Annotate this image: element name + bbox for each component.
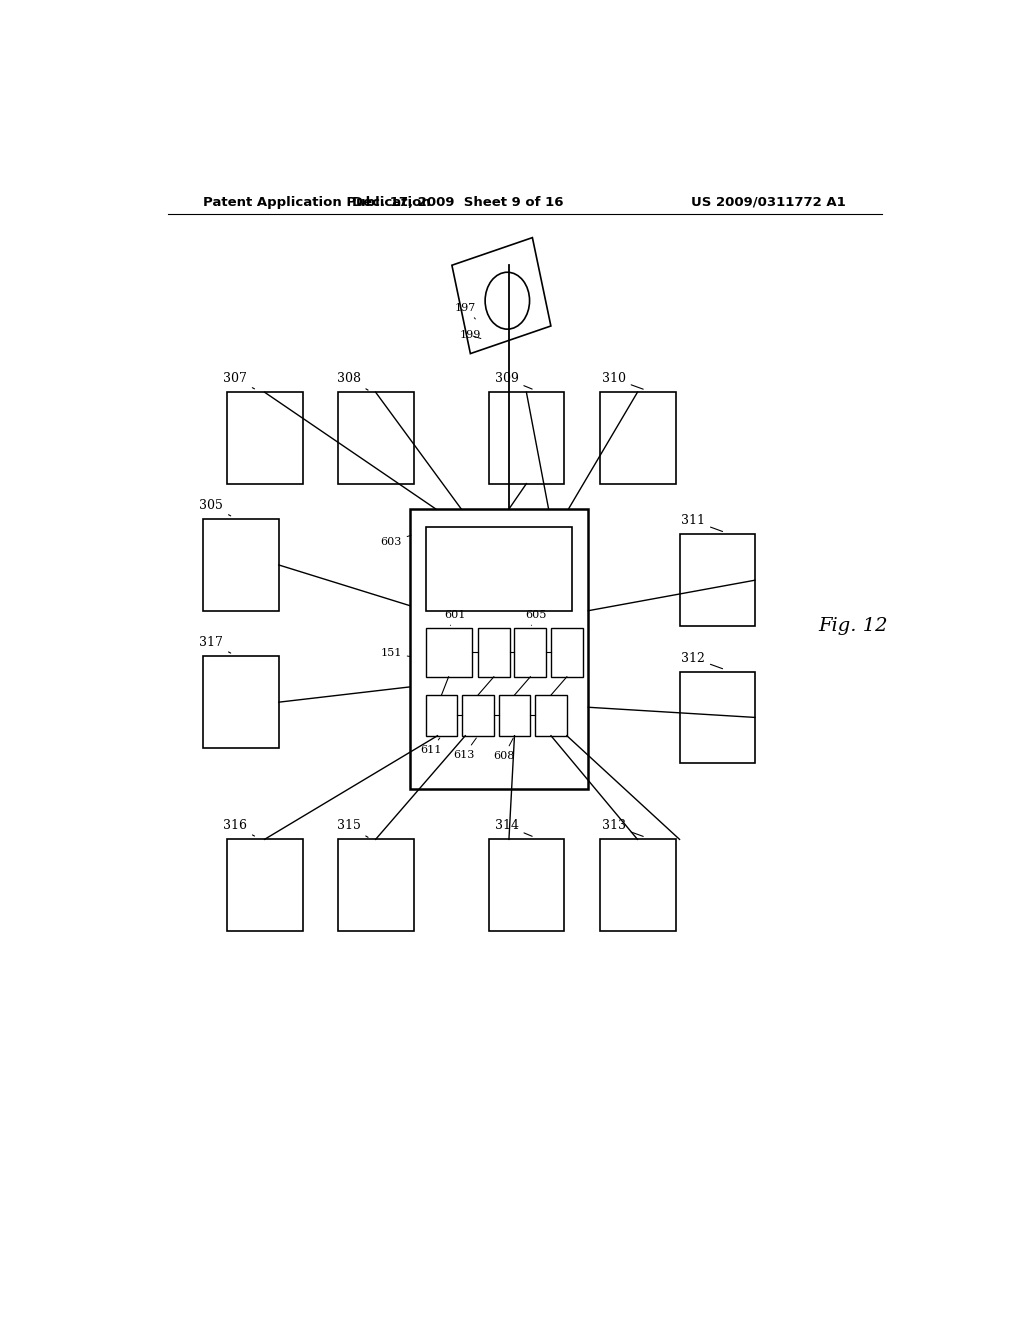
Bar (426, 528, 572, 611)
Bar (338, 840, 414, 931)
Bar (452, 238, 551, 354)
Text: 314: 314 (495, 820, 532, 837)
Bar (478, 628, 510, 677)
Text: 307: 307 (223, 372, 255, 389)
Text: 199: 199 (460, 330, 481, 341)
Text: Patent Application Publication: Patent Application Publication (204, 195, 431, 209)
Text: Dec. 17, 2009  Sheet 9 of 16: Dec. 17, 2009 Sheet 9 of 16 (351, 195, 563, 209)
Text: 151: 151 (380, 648, 410, 659)
Bar (489, 840, 564, 931)
Text: 605: 605 (524, 610, 546, 626)
Text: 312: 312 (681, 652, 723, 669)
Text: 305: 305 (200, 499, 230, 516)
Bar (536, 696, 567, 735)
Bar (204, 656, 279, 748)
Text: 603: 603 (380, 536, 411, 546)
Bar (551, 628, 583, 677)
Bar (338, 392, 414, 483)
Bar (227, 392, 303, 483)
Bar (514, 628, 546, 677)
Bar (204, 519, 279, 611)
Text: 611: 611 (420, 738, 441, 755)
Text: 317: 317 (200, 636, 230, 653)
Bar (600, 840, 676, 931)
Text: 313: 313 (602, 820, 643, 837)
Bar (600, 392, 676, 483)
Bar (489, 392, 564, 483)
Text: 310: 310 (602, 372, 643, 389)
Bar (227, 840, 303, 931)
Text: 308: 308 (337, 372, 368, 391)
Bar (680, 672, 755, 763)
Bar (410, 510, 588, 788)
Text: 608: 608 (494, 738, 514, 762)
Text: 316: 316 (223, 820, 255, 836)
Bar (426, 696, 458, 735)
Bar (499, 696, 530, 735)
Text: 311: 311 (681, 515, 723, 532)
Text: 601: 601 (443, 610, 465, 626)
Bar (462, 696, 494, 735)
Text: 315: 315 (337, 820, 368, 837)
Text: US 2009/0311772 A1: US 2009/0311772 A1 (691, 195, 846, 209)
Text: Fig. 12: Fig. 12 (818, 616, 888, 635)
Bar (426, 628, 472, 677)
Text: 613: 613 (454, 738, 476, 760)
Bar (680, 535, 755, 626)
Text: 197: 197 (455, 302, 476, 319)
Text: 309: 309 (495, 372, 532, 389)
